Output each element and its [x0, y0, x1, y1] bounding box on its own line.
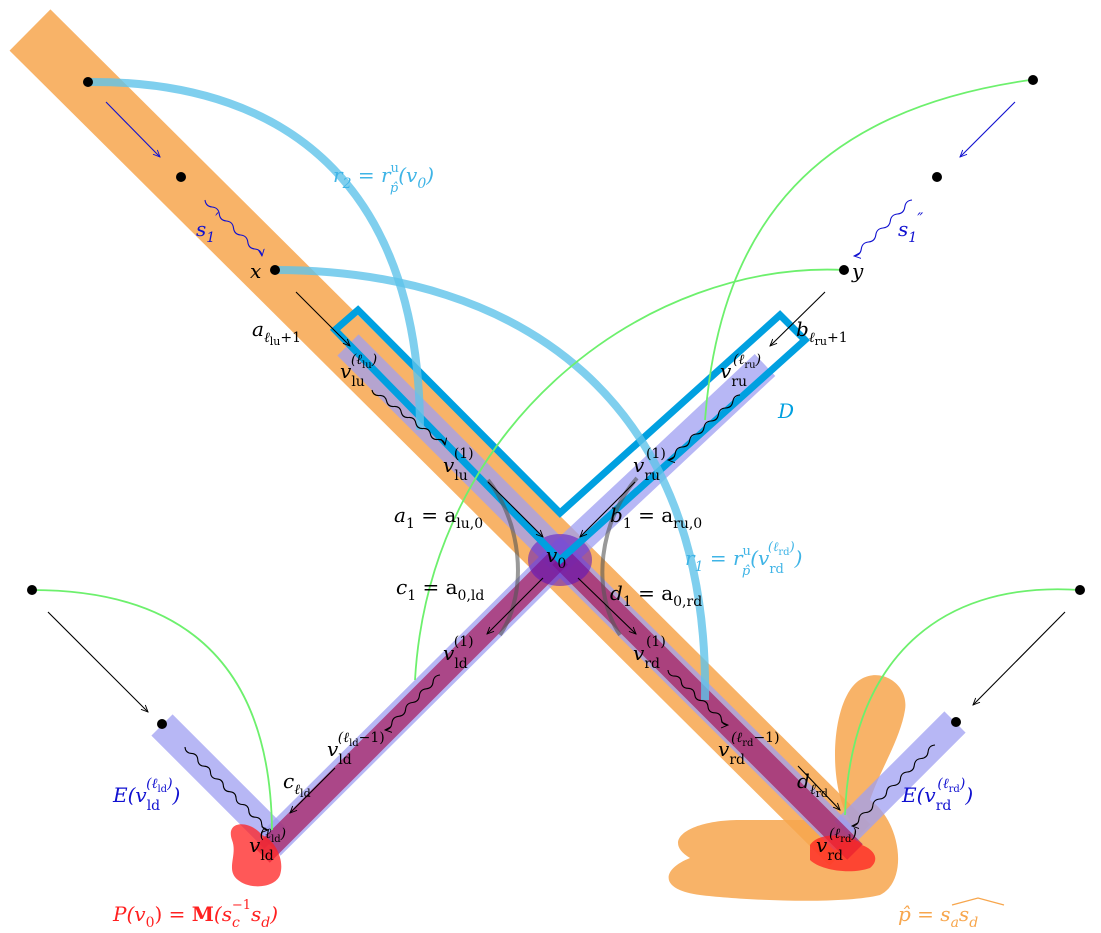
label-d-rd: dℓrd — [797, 769, 828, 800]
label-c1: c1 = a0,ld — [396, 575, 484, 604]
label-E-rd: E(vrd(ℓrd)) — [901, 776, 973, 814]
red-blob-right — [810, 835, 876, 872]
cyan-arcs — [87, 77, 710, 701]
label-D: D — [777, 399, 794, 423]
label-v-ld-1: vld(1) — [443, 634, 474, 672]
label-d1: d1 = a0,rd — [610, 581, 702, 610]
label-phat: p̂ = sasd — [898, 902, 978, 931]
label-E-ld: E(vld(ℓld)) — [112, 776, 180, 814]
red-blob-left — [230, 824, 282, 887]
label-y: y — [851, 259, 864, 283]
label-v-lu-1: vlu(1) — [443, 446, 474, 484]
label-P: P(v0) = M(sc−1sd) — [112, 898, 278, 931]
blue-arrows — [105, 101, 1016, 157]
label-a1: a1 = alu,0 — [394, 503, 483, 532]
label-v-rd-lm1: vrd(ℓrd−1) — [718, 730, 780, 768]
r1-arc — [274, 266, 710, 701]
label-x: x — [250, 259, 261, 283]
crimson-bands — [254, 549, 863, 863]
label-s1-doubleprime: s1″ — [898, 209, 923, 246]
gray-arcs — [486, 476, 639, 637]
label-b-ru: bℓru+1 — [796, 317, 848, 348]
label-r2: r2 = ru p̂(v0) — [333, 161, 434, 196]
label-v-ru-l: vru(ℓru) — [720, 352, 761, 390]
label-a-lu: aℓlu+1 — [252, 317, 301, 348]
label-v-rd-l: vrd(ℓrd) — [816, 826, 857, 864]
black-arrows — [47, 291, 1066, 813]
label-c-ld: cℓld — [283, 769, 311, 800]
d-region-outline — [329, 305, 811, 565]
label-r1: r1 = ru p̂(vrd(ℓrd)) — [685, 540, 802, 579]
phat-hat-mark — [951, 897, 1005, 906]
wavy-paths — [184, 199, 936, 830]
label-v-rd-1: vrd(1) — [633, 634, 666, 672]
label-v-lu-l: vlu(ℓlu) — [340, 352, 377, 390]
green-arcs — [31, 79, 1081, 831]
label-v-ld-lm1: vld(ℓld−1) — [327, 730, 385, 768]
vertex-dots — [27, 75, 1085, 729]
label-v0: v0 — [546, 543, 566, 572]
label-b1: b1 = aru,0 — [610, 503, 702, 532]
label-s1-prime: s1′ — [196, 209, 219, 246]
label-v-ld-l: vld(ℓld) — [249, 826, 286, 864]
label-v-ru-1: vru(1) — [633, 446, 666, 484]
r2-arc — [87, 77, 424, 431]
